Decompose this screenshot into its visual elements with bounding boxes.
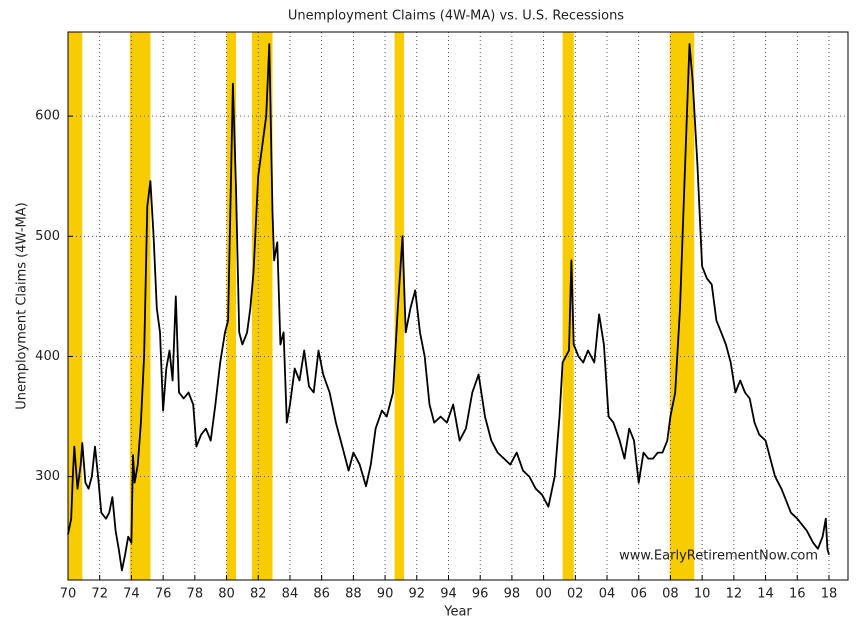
- recession-band: [251, 32, 273, 580]
- x-tick-label: 78: [187, 587, 204, 602]
- x-tick-label: 10: [694, 587, 711, 602]
- x-tick-label: 16: [789, 587, 806, 602]
- x-tick-label: 84: [282, 587, 299, 602]
- recession-band: [129, 32, 151, 580]
- x-tick-label: 00: [535, 587, 552, 602]
- x-tick-label: 90: [377, 587, 394, 602]
- x-tick-label: 98: [504, 587, 521, 602]
- x-tick-label: 96: [472, 587, 489, 602]
- recession-band: [394, 32, 405, 580]
- claims-line: [67, 43, 830, 572]
- x-tick-label: 04: [599, 587, 616, 602]
- x-tick-label: 74: [123, 587, 140, 602]
- x-tick-label: 18: [821, 587, 838, 602]
- x-tick-label: 02: [567, 587, 584, 602]
- y-tick-label: 600: [35, 109, 60, 124]
- x-tick-label: 80: [218, 587, 235, 602]
- x-tick-label: 08: [662, 587, 679, 602]
- x-tick-label: 92: [409, 587, 426, 602]
- x-tick-label: 70: [60, 587, 77, 602]
- plot-frame: [67, 31, 849, 581]
- x-tick-label: 88: [345, 587, 362, 602]
- y-tick-label: 500: [35, 229, 60, 244]
- recession-band: [669, 32, 695, 580]
- x-tick-label: 14: [757, 587, 774, 602]
- x-tick-label: 76: [155, 587, 172, 602]
- y-tick-label: 400: [35, 349, 60, 364]
- x-tick-label: 86: [313, 587, 330, 602]
- recession-band: [562, 32, 574, 580]
- recession-band: [68, 32, 83, 580]
- x-axis-label: Year: [443, 605, 472, 620]
- x-tick-label: 06: [630, 587, 647, 602]
- x-tick-label: 72: [91, 587, 108, 602]
- chart-title: Unemployment Claims (4W-MA) vs. U.S. Rec…: [288, 9, 624, 24]
- watermark: www.EarlyRetirementNow.com: [619, 549, 818, 564]
- x-tick-label: 94: [440, 587, 457, 602]
- y-axis-label: Unemployment Claims (4W-MA): [15, 202, 30, 409]
- recession-band: [226, 32, 237, 580]
- x-tick-label: 12: [726, 587, 743, 602]
- y-tick-label: 300: [35, 469, 60, 484]
- x-tick-label: 82: [250, 587, 267, 602]
